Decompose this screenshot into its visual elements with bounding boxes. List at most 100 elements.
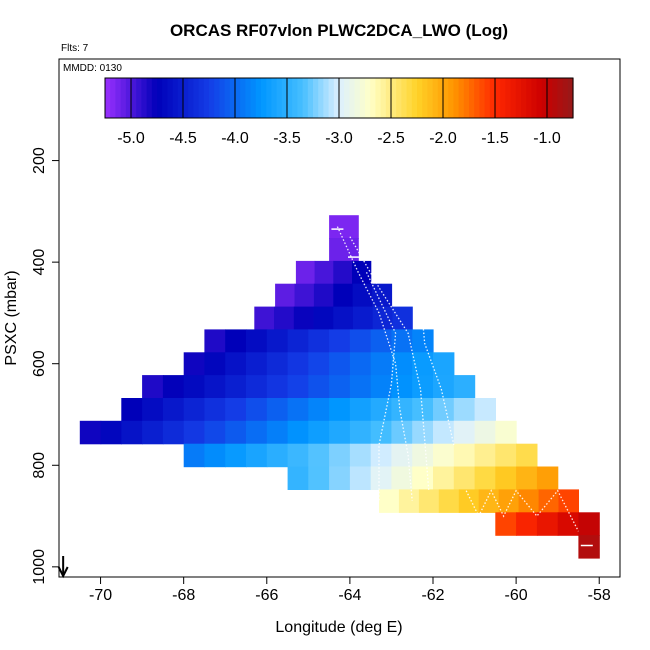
colorbar-swatch <box>146 78 153 118</box>
heatmap-cell <box>329 238 359 262</box>
heatmap-cell <box>438 489 460 513</box>
heatmap-cell <box>433 398 455 422</box>
colorbar-swatch <box>495 78 501 118</box>
heatmap-cell <box>398 489 420 513</box>
heatmap-cell <box>391 398 413 422</box>
colorbar-tick-label: -1.5 <box>481 130 509 147</box>
colorbar-swatch <box>411 78 418 118</box>
heatmap-cell <box>246 443 268 468</box>
colorbar-swatch <box>281 78 288 118</box>
heatmap-cell <box>266 420 289 445</box>
heatmap-cell <box>266 443 289 468</box>
colorbar-swatch <box>339 78 345 118</box>
colorbar-swatch <box>167 78 174 118</box>
colorbar-swatch <box>261 78 267 118</box>
heatmap-cell <box>329 375 351 399</box>
y-tick-label: 400 <box>31 249 48 276</box>
colorbar-swatch <box>552 78 558 118</box>
heatmap-cell <box>536 512 559 536</box>
heatmap-cell <box>225 443 247 468</box>
heatmap-cell <box>349 329 372 353</box>
date-label: MMDD: 0130 <box>63 63 122 74</box>
colorbar-swatch <box>365 78 371 118</box>
heatmap-cell <box>183 420 206 445</box>
flights-label: Flts: 7 <box>61 43 89 54</box>
heatmap-cell <box>453 420 476 445</box>
heatmap-cell <box>329 352 351 376</box>
heatmap-cell <box>372 306 393 331</box>
colorbar-swatch <box>302 78 309 118</box>
colorbar-swatch <box>141 78 148 118</box>
x-tick-label: -58 <box>588 587 611 604</box>
colorbar-swatch <box>500 78 506 118</box>
heatmap-cell <box>391 375 413 399</box>
heatmap-cell <box>142 398 164 422</box>
colorbar-swatch <box>188 78 194 118</box>
heatmap-cell <box>313 283 334 308</box>
heatmap-cell <box>287 352 309 376</box>
heatmap-cell <box>142 420 164 445</box>
heatmap-cell <box>412 398 434 422</box>
heatmap-cell <box>204 329 226 353</box>
heatmap-cell <box>352 260 372 285</box>
colorbar-swatch <box>323 78 330 118</box>
colorbar-swatch <box>313 78 319 118</box>
colorbar-ticks: -5.0 -4.5 -4.0 -3.5 -3.0 -2.5 -2.0 -1.5 -1.0 <box>117 130 561 147</box>
heatmap-cell <box>333 260 353 285</box>
colorbar-swatch <box>469 78 475 118</box>
colorbar-swatch <box>115 78 122 118</box>
colorbar-swatch <box>463 78 470 118</box>
colorbar-swatch <box>375 78 382 118</box>
flight-track <box>419 297 455 446</box>
heatmap-cell <box>183 398 206 422</box>
heatmap-cell <box>246 398 268 422</box>
heatmap-cell <box>308 443 330 468</box>
colorbar-swatch <box>177 78 184 118</box>
heatmap-cell <box>295 260 316 285</box>
heatmap-cell <box>349 352 372 376</box>
y-tick-label: 600 <box>31 350 48 377</box>
heatmap-cell <box>314 260 334 285</box>
colorbar-swatch <box>427 78 434 118</box>
heatmap-cell <box>516 512 538 536</box>
x-tick-label: -68 <box>172 587 195 604</box>
heatmap-cell <box>225 352 247 376</box>
heatmap-cell <box>349 375 372 399</box>
colorbar-swatch <box>136 78 142 118</box>
colorbar-swatch <box>474 78 480 118</box>
heatmap-cell <box>391 352 413 376</box>
x-axis-label: Longitude (deg E) <box>275 619 402 636</box>
heatmap-cell <box>392 306 413 331</box>
heatmap-cell <box>578 512 600 536</box>
colorbar-swatch <box>193 78 200 118</box>
y-tick-label: 800 <box>31 452 48 479</box>
colorbar-swatch <box>531 78 538 118</box>
flight-track <box>336 226 413 501</box>
colorbar-swatch <box>214 78 220 118</box>
heatmap-cell <box>183 443 206 468</box>
colorbar-swatch <box>391 78 397 118</box>
heatmap-cell <box>162 420 185 445</box>
colorbar-swatch <box>250 78 257 118</box>
heatmap-cell <box>379 489 400 513</box>
colorbar-swatch <box>359 78 366 118</box>
flight-track <box>349 236 430 491</box>
heatmap-cell <box>254 306 275 331</box>
heatmap-cell <box>370 329 393 353</box>
colorbar-swatch <box>484 78 491 118</box>
x-tick-label: -64 <box>338 587 361 604</box>
heatmap-cell <box>474 443 496 468</box>
colorbar-swatch <box>385 78 392 118</box>
heatmap-cell <box>391 329 413 353</box>
y-axis: 200 400 600 800 1000 <box>31 147 59 585</box>
colorbar-swatch <box>219 78 226 118</box>
colorbar-tick-label: -2.5 <box>377 130 405 147</box>
colorbar-swatch <box>396 78 402 118</box>
colorbar-swatch <box>443 78 449 118</box>
colorbar-tick-label: -3.0 <box>325 130 353 147</box>
colorbar-swatch <box>401 78 408 118</box>
flight-tracks <box>331 226 593 547</box>
heatmap-cell <box>246 352 268 376</box>
colorbar-tick-label: -4.5 <box>169 130 197 147</box>
heatmap-cell <box>412 443 434 468</box>
